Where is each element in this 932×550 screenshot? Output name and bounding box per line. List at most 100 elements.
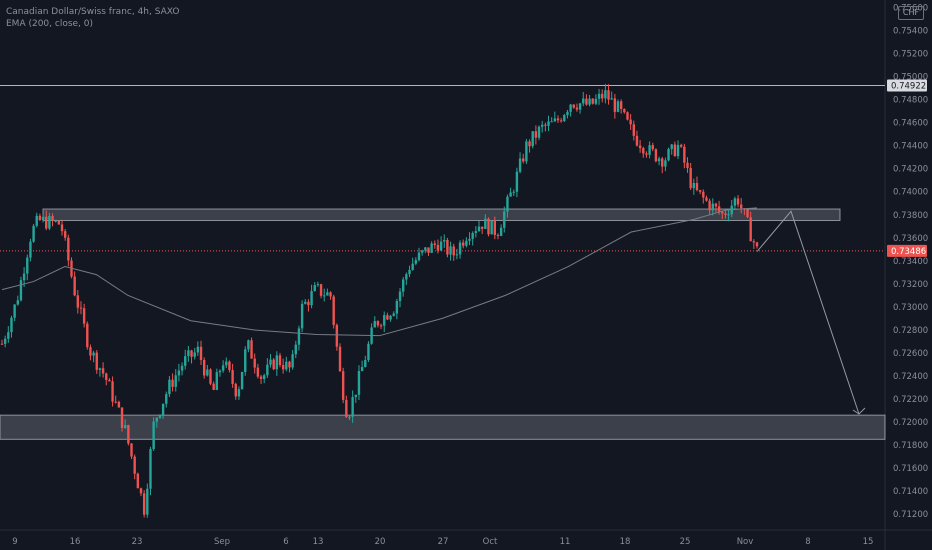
candle-body — [604, 90, 607, 99]
price-axis-label: 0.72400 — [893, 372, 928, 382]
candle-body — [648, 145, 651, 155]
candle-body — [136, 473, 140, 489]
candle-body — [357, 371, 361, 395]
candle-body — [60, 224, 64, 232]
candle-body — [398, 291, 402, 301]
time-axis-label: 11 — [560, 537, 571, 547]
candle-body — [228, 361, 231, 371]
price-tag-bg — [887, 244, 927, 257]
candle-body — [512, 191, 515, 193]
candle-body — [522, 158, 525, 162]
current-price-tag: 0.73486 — [891, 247, 926, 257]
candle-body — [484, 218, 487, 229]
candle-body — [130, 443, 133, 457]
candle-body — [32, 225, 35, 242]
candle-body — [266, 364, 269, 376]
candle-body — [319, 284, 323, 296]
candle-body — [360, 366, 364, 372]
candle-body — [237, 389, 241, 397]
candle-body — [664, 160, 667, 167]
price-axis-label: 0.71200 — [893, 510, 928, 520]
candle-body — [7, 332, 10, 339]
candle-body — [177, 370, 181, 376]
price-axis-label: 0.72800 — [893, 326, 928, 336]
time-axis-label: 23 — [132, 537, 143, 547]
symbol-title: Canadian Dollar/Swiss franc, 4h, SAXO — [6, 7, 180, 17]
candle-body — [338, 346, 342, 372]
candle-body — [670, 144, 673, 150]
time-axis-label: Nov — [737, 537, 754, 547]
candle-body — [661, 158, 664, 167]
time-axis-label: 9 — [12, 537, 17, 547]
currency-badge[interactable]: CHF — [898, 6, 924, 20]
candle-body — [626, 112, 629, 120]
candle-body — [430, 243, 433, 253]
candle-body — [67, 237, 70, 261]
candle-body — [509, 192, 512, 197]
time-axis-label: 6 — [283, 537, 288, 547]
candle-body — [41, 216, 45, 220]
candle-body — [117, 401, 121, 408]
candle-body — [133, 456, 136, 474]
resistance-price-tag: 0.74922 — [891, 82, 926, 92]
candle-body — [465, 240, 468, 246]
candle-body — [86, 323, 89, 348]
candle-body — [629, 119, 632, 125]
candle-body — [351, 397, 354, 417]
candle-body — [607, 90, 610, 100]
candle-body — [610, 98, 613, 100]
candle-body — [676, 144, 680, 157]
candle-body — [506, 196, 509, 212]
candle-body — [623, 108, 626, 113]
candle-body — [272, 359, 275, 370]
chart-legend: Canadian Dollar/Swiss franc, 4h, SAXO EM… — [6, 6, 179, 30]
time-axis-label: 16 — [70, 537, 81, 547]
candle-body — [518, 158, 522, 172]
candle-body — [54, 220, 57, 222]
time-axis-label: Sep — [214, 537, 230, 547]
candle-body — [433, 243, 436, 245]
candle-body — [16, 300, 19, 305]
candle-body — [199, 346, 203, 360]
candle-body — [490, 220, 493, 235]
candle-body — [73, 276, 76, 296]
candle-body — [29, 241, 32, 258]
candle-body — [105, 373, 108, 380]
candle-body — [326, 292, 329, 296]
candle-body — [572, 104, 575, 108]
candle-body — [645, 153, 648, 155]
candle-body — [582, 98, 585, 104]
candle-body — [679, 144, 683, 147]
projection-arrow-head — [852, 407, 866, 415]
candle-body — [180, 365, 184, 371]
candle-body — [540, 124, 544, 127]
projection-arrow-line — [756, 210, 860, 415]
candle-body — [285, 361, 288, 370]
candle-body — [480, 226, 484, 229]
candle-body — [496, 234, 500, 236]
candle-body — [417, 252, 421, 261]
candle-body — [591, 98, 594, 104]
candle-body — [63, 231, 67, 238]
price-scale — [885, 0, 932, 550]
price-axis-label: 0.72200 — [893, 395, 928, 405]
candle-body — [259, 376, 263, 379]
candle-body — [231, 370, 234, 384]
candle-body — [424, 247, 427, 251]
candle-body — [297, 328, 301, 345]
candle-body — [225, 361, 228, 366]
candle-body — [395, 300, 399, 314]
price-axis-label: 0.73800 — [893, 211, 928, 221]
candle-body — [247, 340, 250, 350]
candle-body — [389, 315, 392, 320]
ema-200-line — [1, 207, 758, 337]
candle-body — [13, 304, 16, 318]
candle-body — [575, 107, 579, 110]
candle-body — [503, 211, 506, 228]
candle-body — [515, 171, 519, 192]
price-axis-label: 0.73600 — [893, 234, 928, 244]
candle-body — [616, 101, 620, 112]
candle-body — [724, 213, 727, 215]
